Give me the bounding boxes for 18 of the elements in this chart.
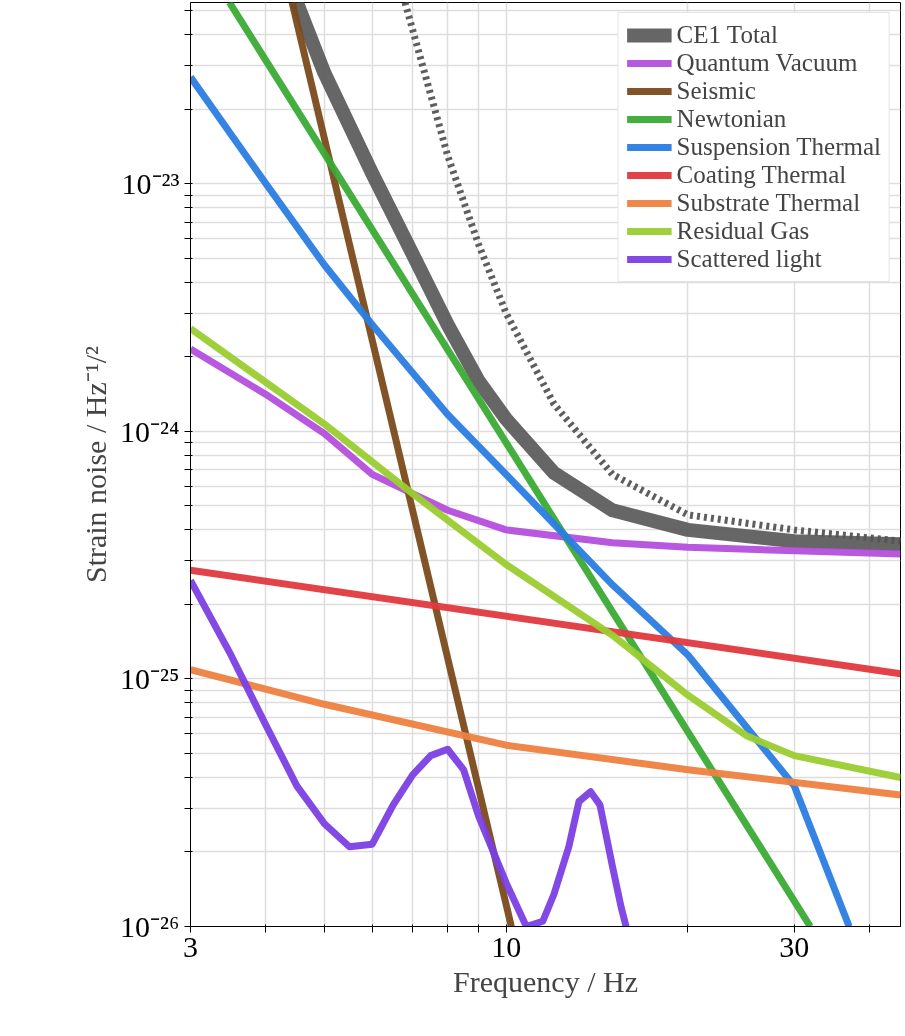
- legend-label: Substrate Thermal: [676, 189, 861, 217]
- y-tick-label: 10⁻²⁴: [120, 414, 180, 448]
- legend-label: Suspension Thermal: [676, 133, 881, 161]
- legend-label: Residual Gas: [676, 217, 810, 245]
- x-tick-label: 10: [491, 929, 522, 963]
- x-tick-label: 30: [779, 929, 810, 963]
- y-tick-label: 10⁻²⁵: [120, 662, 180, 696]
- legend-label: Scattered light: [676, 245, 822, 273]
- y-axis-title: Strain noise / Hz⁻¹/²: [79, 345, 113, 584]
- y-tick-label: 10⁻²³: [121, 167, 180, 201]
- legend-label: CE1 Total: [676, 21, 778, 49]
- y-tick-label: 10⁻²⁶: [120, 910, 180, 943]
- x-tick-label: 3: [183, 929, 198, 963]
- legend-label: Newtonian: [676, 105, 787, 133]
- legend-label: Coating Thermal: [676, 161, 847, 189]
- legend-label: Quantum Vacuum: [676, 49, 858, 77]
- x-axis-title: Frequency / Hz: [453, 964, 638, 998]
- legend-label: Seismic: [676, 77, 756, 105]
